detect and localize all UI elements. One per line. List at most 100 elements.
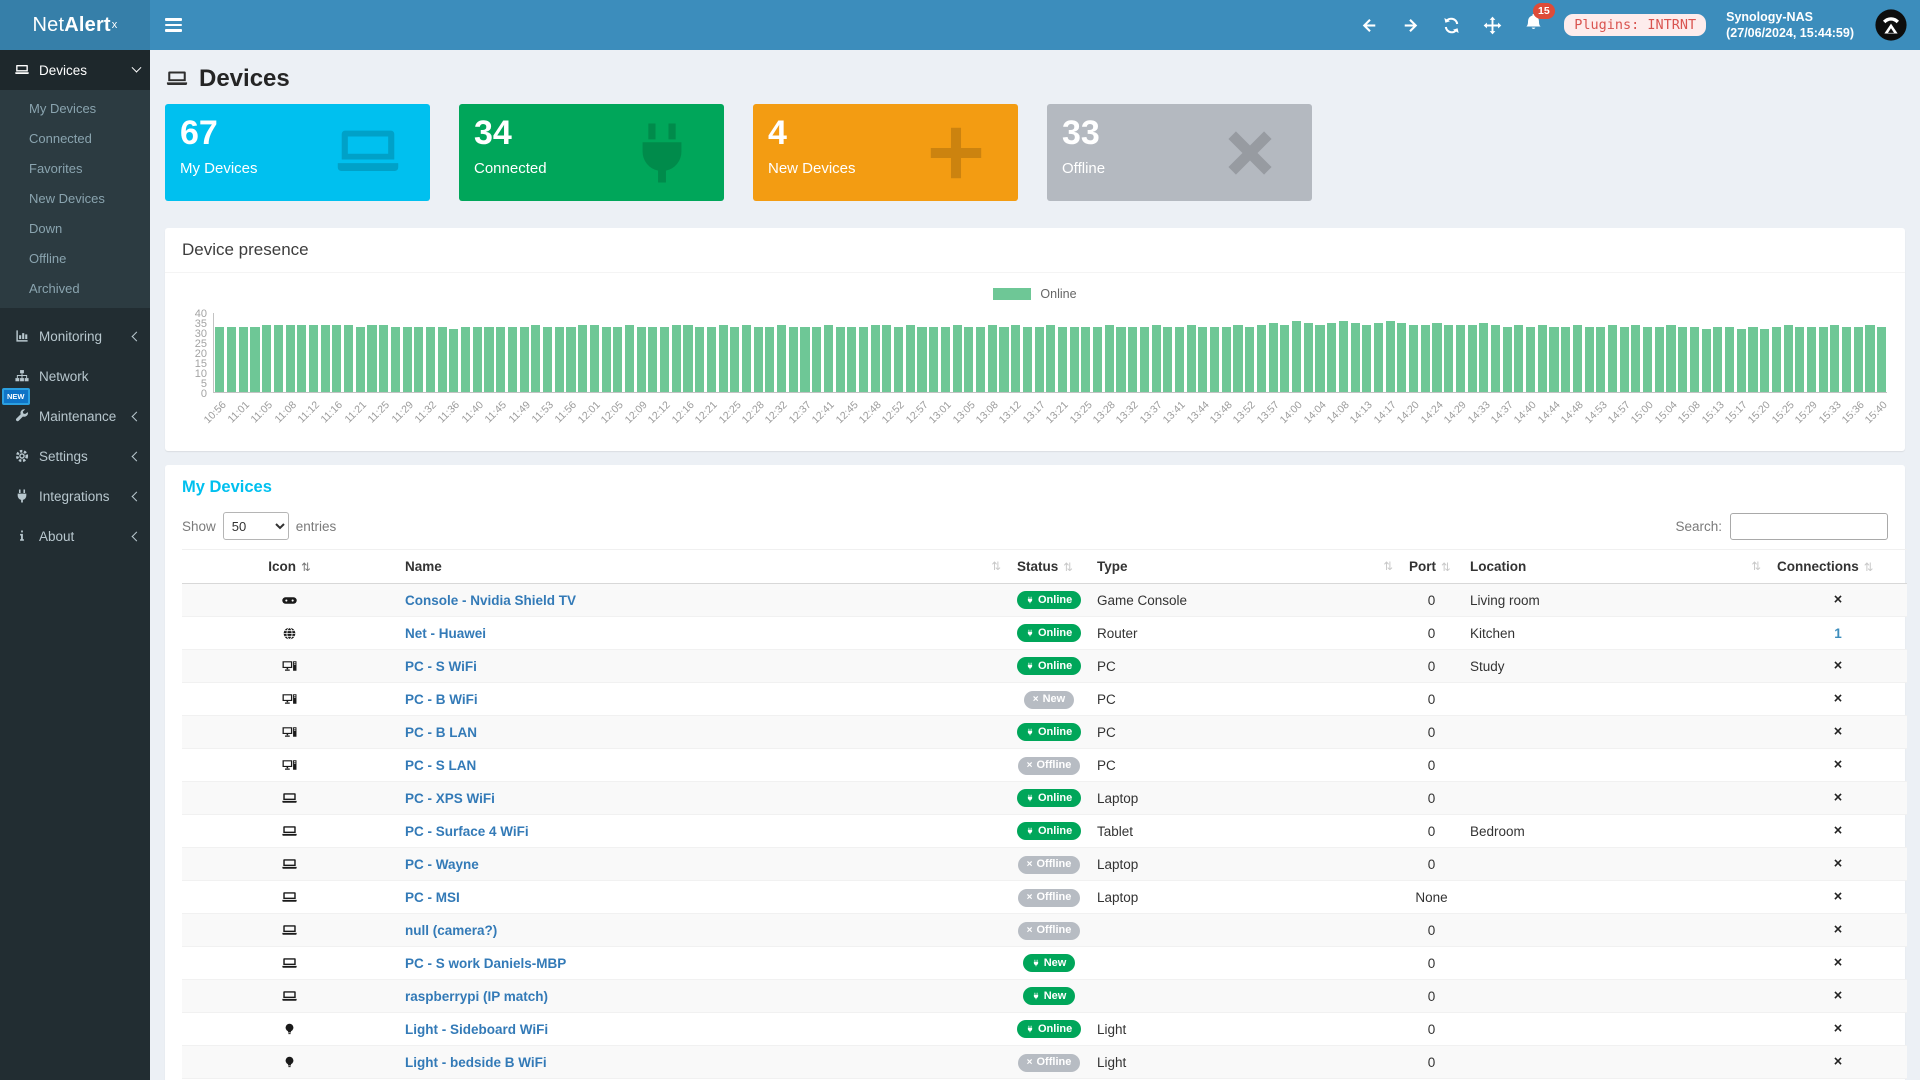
sidebar-toggle-button[interactable] xyxy=(150,0,196,50)
table-row: PC - MSI × Offline Laptop None × xyxy=(182,880,1907,914)
card-value: 4 xyxy=(768,114,787,152)
back-icon[interactable] xyxy=(1359,15,1380,36)
table-row: PC - S WiFi Online PC 0 Study × xyxy=(182,649,1907,683)
device-name-link[interactable]: PC - B WiFi xyxy=(405,691,478,707)
refresh-icon[interactable] xyxy=(1441,15,1462,36)
card-connected[interactable]: 34 Connected xyxy=(459,104,724,201)
sidebar-subitem-down[interactable]: Down xyxy=(29,220,63,236)
sort-icon[interactable]: ⇅ xyxy=(991,561,1001,573)
no-connections-x-icon: × xyxy=(1833,724,1843,740)
notifications-bell[interactable]: 15 xyxy=(1523,3,1556,38)
chart-bar xyxy=(1467,313,1477,392)
x-axis-label: 11:53 xyxy=(529,399,557,426)
device-name-link[interactable]: Console - Nvidia Shield TV xyxy=(405,592,577,608)
type-cell: Light xyxy=(1089,1045,1401,1079)
sidebar-subitem-archived[interactable]: Archived xyxy=(29,280,80,296)
sort-icon[interactable]: ⇅ xyxy=(1383,561,1393,573)
notification-count-badge: 15 xyxy=(1532,3,1556,19)
chart-bar xyxy=(1350,313,1360,392)
chart-bar: 12:48 xyxy=(857,313,884,426)
device-name-link[interactable]: PC - S WiFi xyxy=(405,658,477,674)
device-name-link[interactable]: raspberrypi (IP match) xyxy=(405,988,549,1004)
port-cell: 0 xyxy=(1401,946,1462,980)
laptop-icon xyxy=(322,117,414,189)
card-offline[interactable]: 33 Offline xyxy=(1047,104,1312,201)
chart-bar xyxy=(1654,313,1664,392)
sidebar-item-about[interactable]: About xyxy=(0,516,150,556)
sidebar-item-monitoring[interactable]: Monitoring xyxy=(0,316,150,356)
chart-bar: 14:40 xyxy=(1512,313,1539,426)
column-header-name[interactable]: Name ⇅ xyxy=(397,549,1009,584)
app-logo[interactable]: Net Alert x xyxy=(0,0,150,50)
forward-icon[interactable] xyxy=(1400,15,1421,36)
sort-icon[interactable]: ⇅ xyxy=(301,562,311,574)
user-avatar[interactable] xyxy=(1874,8,1908,42)
sidebar-subitem-new-devices[interactable]: New Devices xyxy=(29,190,105,206)
sidebar-item-integrations[interactable]: Integrations xyxy=(0,476,150,516)
device-name-link[interactable]: PC - XPS WiFi xyxy=(405,790,495,806)
brand-prefix: Net xyxy=(32,13,65,36)
device-name-link[interactable]: PC - S work Daniels-MBP xyxy=(405,955,567,971)
bulb-icon xyxy=(281,1054,298,1071)
column-header-icon[interactable]: Icon ⇅ xyxy=(182,549,397,584)
sidebar-subitem-my-devices[interactable]: My Devices xyxy=(29,100,97,116)
search-input[interactable] xyxy=(1730,512,1888,540)
device-name-link[interactable]: PC - MSI xyxy=(405,889,460,905)
status-badge-offline: × Offline xyxy=(1017,756,1081,775)
wrench-icon xyxy=(14,408,30,424)
sidebar-item-settings[interactable]: Settings xyxy=(0,436,150,476)
type-cell xyxy=(1089,979,1401,1013)
status-cell: × Offline xyxy=(1009,1045,1089,1079)
card-my-devices[interactable]: 67 My Devices xyxy=(165,104,430,201)
chart-bar: 11:53 xyxy=(530,313,556,426)
chart-bar: 12:37 xyxy=(786,313,814,426)
x-axis-label: 12:41 xyxy=(809,399,837,427)
column-header-status[interactable]: Status ⇅ xyxy=(1009,549,1089,584)
chart-legend[interactable]: Online xyxy=(183,287,1887,301)
plugins-status-chip[interactable]: Plugins: INTRNT xyxy=(1564,14,1707,36)
sidebar-subitem-connected[interactable]: Connected xyxy=(29,130,92,146)
column-header-location[interactable]: Location ⇅ xyxy=(1462,549,1769,584)
device-name-link[interactable]: Light - bedside B WiFi xyxy=(405,1054,547,1070)
connections-count-link[interactable]: 1 xyxy=(1834,625,1842,641)
move-icon[interactable] xyxy=(1482,15,1503,36)
device-name-link[interactable]: Light - Sideboard WiFi xyxy=(405,1021,549,1037)
column-header-connections[interactable]: Connections ⇅ xyxy=(1769,549,1907,584)
column-header-type[interactable]: Type ⇅ xyxy=(1089,549,1401,584)
brand-bold: Alert xyxy=(64,13,111,36)
type-cell: Laptop xyxy=(1089,847,1401,881)
table-row: PC - XPS WiFi Online Laptop 0 × xyxy=(182,781,1907,815)
chart-bar: 15:04 xyxy=(1652,313,1680,426)
device-icon-cell xyxy=(182,880,397,914)
device-name-cell: PC - S WiFi xyxy=(397,649,1009,683)
chart-bar xyxy=(1678,313,1688,392)
x-axis-label: 13:37 xyxy=(1137,399,1165,427)
sort-icon[interactable]: ⇅ xyxy=(1063,562,1073,574)
sidebar-item-devices[interactable]: Devices xyxy=(0,50,150,90)
sidebar-item-maintenance[interactable]: NEW Maintenance xyxy=(0,388,150,436)
card-label: Connected xyxy=(474,159,547,177)
page-size-select[interactable]: 50 xyxy=(222,512,289,540)
card-new-devices[interactable]: 4 New Devices xyxy=(753,104,1018,201)
no-connections-x-icon: × xyxy=(1833,658,1843,674)
device-name-link[interactable]: null (camera?) xyxy=(405,922,498,938)
sort-icon[interactable]: ⇅ xyxy=(1441,562,1451,574)
sidebar-subitem-offline[interactable]: Offline xyxy=(29,250,67,266)
chart-bar xyxy=(1210,313,1220,392)
device-name-link[interactable]: PC - B LAN xyxy=(405,724,477,740)
device-name-link[interactable]: PC - S LAN xyxy=(405,757,477,773)
sidebar-subitem-favorites[interactable]: Favorites xyxy=(29,160,83,176)
desktop-icon xyxy=(281,691,298,708)
device-name-link[interactable]: PC - Surface 4 WiFi xyxy=(405,823,529,839)
sort-icon[interactable]: ⇅ xyxy=(1863,562,1874,574)
sort-icon[interactable]: ⇅ xyxy=(1751,561,1761,573)
sidebar-item-label: Maintenance xyxy=(39,408,117,424)
chart-bar xyxy=(250,313,260,392)
sidebar-item-network[interactable]: Network xyxy=(0,356,150,396)
x-axis-label: 13:57 xyxy=(1254,399,1282,427)
no-connections-x-icon: × xyxy=(1833,988,1843,1004)
port-cell: 0 xyxy=(1401,1012,1462,1046)
device-name-link[interactable]: PC - Wayne xyxy=(405,856,479,872)
column-header-port[interactable]: Port ⇅ xyxy=(1401,549,1462,584)
device-name-link[interactable]: Net - Huawei xyxy=(405,625,487,641)
